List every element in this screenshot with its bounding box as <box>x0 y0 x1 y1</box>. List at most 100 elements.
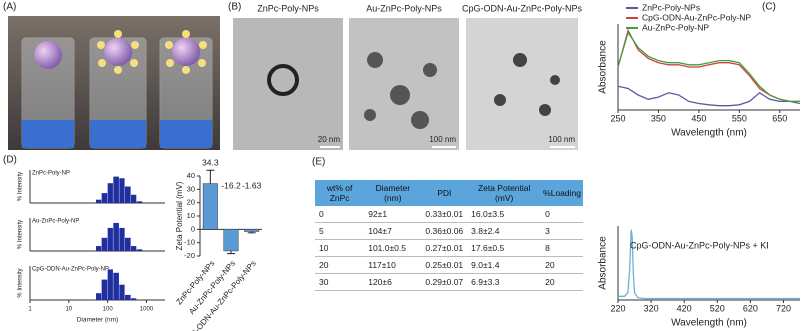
table-cell: 3 <box>541 222 583 240</box>
x-axis-label: Wavelength (nm) <box>671 318 747 329</box>
histogram-bar <box>107 269 113 300</box>
table-cell: 20 <box>541 256 583 274</box>
x-tick-label: 650 <box>772 113 787 123</box>
chart-title: CpG-ODN-Au-ZnPc-Poly-NP <box>32 267 109 273</box>
y-axis-label: Absorbance <box>598 236 609 290</box>
y-axis-label: Absorbance <box>598 40 609 94</box>
x-tick-label: 420 <box>677 303 692 313</box>
photo <box>8 16 220 150</box>
tem-title: Au-ZnPc-Poly-NPs <box>366 3 442 13</box>
bar <box>202 183 218 230</box>
table-cell: 0.25±0.01 <box>421 256 468 274</box>
data-label: -16.2 <box>221 180 241 190</box>
y-tick-label: 10 <box>187 211 195 220</box>
table-cell: 9.0±1.4 <box>467 256 542 274</box>
x-tick-label: 450 <box>691 113 706 123</box>
data-line <box>618 229 800 300</box>
table-body: 0 92±1 0.33±0.01 16.0±3.5 0 5 104±7 0.36±0.06 3.… <box>315 206 583 291</box>
data-line <box>617 85 801 107</box>
chart-title: ZnPc-Poly-NP <box>32 171 70 177</box>
histogram-bar <box>101 193 108 203</box>
data-table: wt% of ZnPc Diameter (nm) PDI Zeta Poten… <box>315 180 583 291</box>
x-tick-label: 720 <box>776 303 791 313</box>
x-tick-label: 1000 <box>140 307 154 313</box>
histogram-bar <box>119 284 125 300</box>
table-cell: 20 <box>541 273 583 291</box>
table-cell: 120±6 <box>364 273 422 291</box>
histogram-bar <box>101 237 108 251</box>
table-cell: 8 <box>541 239 583 257</box>
table-row: 30 120±6 0.29±0.07 6.9±3.3 20 <box>315 273 583 291</box>
table-cell: 0 <box>541 206 583 223</box>
x-tick-label: 220 <box>610 303 625 313</box>
histogram-bar <box>107 227 113 251</box>
scale-bar-label: 100 nm <box>548 135 575 144</box>
table-cell: 92±1 <box>364 206 422 223</box>
tem-images <box>233 18 578 150</box>
chart-title: Au-ZnPc-Poly-NP <box>32 219 79 225</box>
y-axis-label: % Intensity <box>18 268 24 297</box>
y-tick-label: 0 <box>191 224 195 233</box>
histogram-bar <box>125 237 131 251</box>
table-cell: 0 <box>315 206 365 223</box>
table-header: wt% of ZnPc <box>315 180 365 206</box>
histogram-bar <box>119 227 125 251</box>
table-cell: 30 <box>315 273 365 291</box>
chart-title: CpG-ODN-Au-ZnPc-Poly-NPs + KI <box>630 240 769 250</box>
histogram-bar <box>119 178 125 203</box>
x-tick-label: 10 <box>65 307 72 313</box>
y-tick-label: 40 <box>187 171 195 180</box>
y-axis-label: % Intensity <box>18 220 24 249</box>
y-tick-label: -10 <box>184 238 195 247</box>
histogram-bar <box>131 194 137 203</box>
x-axis-label: Diameter (nm) <box>77 317 119 324</box>
data-label: -1.63 <box>242 180 262 190</box>
x-axis-label: Wavelength (nm) <box>671 128 747 139</box>
histogram-bar <box>136 249 143 251</box>
table-row: 20 117±10 0.25±0.01 9.0±1.4 20 <box>315 256 583 274</box>
table-header: Diameter (nm) <box>364 180 422 206</box>
histogram-bar <box>95 293 102 300</box>
x-tick-label: 1 <box>28 307 32 313</box>
y-tick-label: -20 <box>184 251 195 260</box>
table-cell: 0.27±0.01 <box>421 239 468 257</box>
bar <box>244 229 260 232</box>
histogram-bar <box>95 199 102 203</box>
tem-title: CpG-ODN-Au-ZnPc-Poly-NPs <box>462 3 583 13</box>
histogram-bar <box>136 201 143 203</box>
y-tick-label: 20 <box>187 198 195 207</box>
table-header: Zeta Potential (mV) <box>467 180 542 206</box>
histogram-bar <box>113 176 119 203</box>
histogram-bar <box>125 294 131 300</box>
x-tick-label: 100 <box>103 307 114 313</box>
table-cell: 0.33±0.01 <box>421 206 468 223</box>
x-tick-label: 520 <box>710 303 725 313</box>
table-cell: 6.9±3.3 <box>467 273 542 291</box>
histogram-bar <box>95 246 102 251</box>
y-axis-label: Zeta Potential (mV) <box>175 181 184 250</box>
table-row: 10 101.0±0.5 0.27±0.01 17.6±0.5 8 <box>315 239 583 257</box>
x-tick-label: 320 <box>644 303 659 313</box>
x-tick-label: 550 <box>732 113 747 123</box>
data-line <box>617 28 800 103</box>
x-tick-label: 350 <box>651 113 666 123</box>
tem-title: ZnPc-Poly-NPs <box>257 3 319 13</box>
legend-label: Au-ZnPc-Poly-NP <box>642 22 709 32</box>
histogram-bar <box>131 246 137 251</box>
scale-bar-label: 100 nm <box>429 135 456 144</box>
table-cell: 16.0±3.5 <box>467 206 542 223</box>
y-tick-label: 30 <box>187 184 195 193</box>
table-cell: 20 <box>315 256 365 274</box>
panel-label: (C) <box>762 2 776 13</box>
data-line <box>617 31 800 103</box>
table-cell: 10 <box>315 239 365 257</box>
table-cell: 104±7 <box>364 222 422 240</box>
table-cell: 101.0±0.5 <box>364 239 422 257</box>
table-row: 5 104±7 0.36±0.06 3.8±2.4 3 <box>315 222 583 240</box>
table-cell: 117±10 <box>364 256 422 274</box>
panel-label: (D) <box>3 155 17 166</box>
data-label: 34.3 <box>202 158 219 168</box>
histogram-bar <box>131 298 137 300</box>
